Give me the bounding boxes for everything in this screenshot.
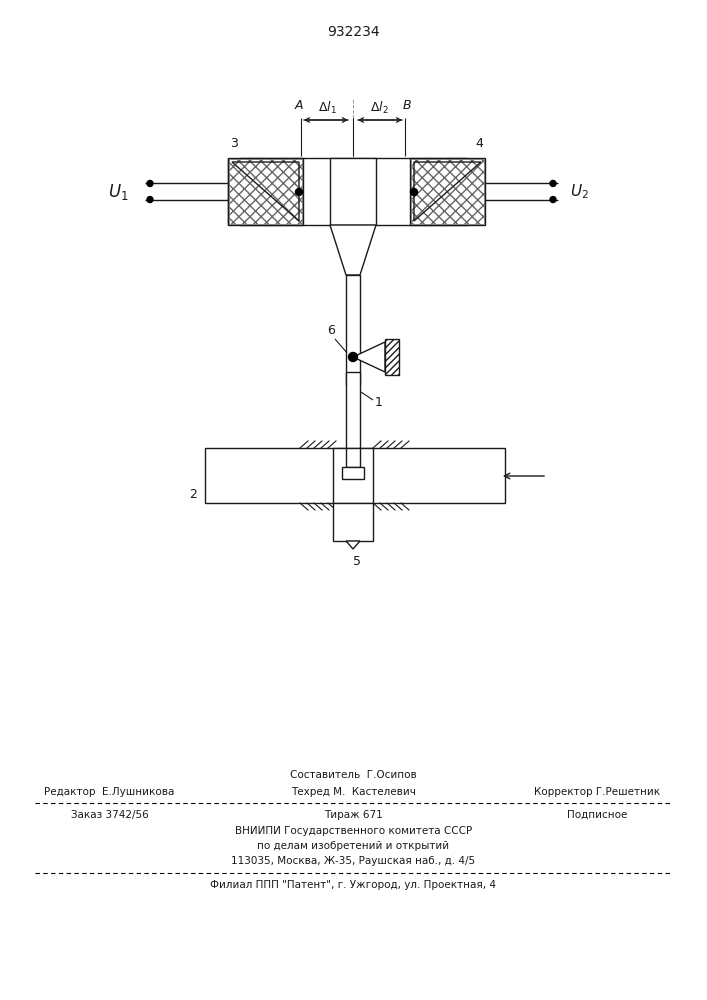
Circle shape — [296, 188, 303, 196]
Text: 113035, Москва, Ж-35, Раушская наб., д. 4/5: 113035, Москва, Ж-35, Раушская наб., д. … — [231, 856, 476, 866]
Text: 2: 2 — [189, 488, 197, 502]
Text: $\Delta l_2$: $\Delta l_2$ — [370, 100, 388, 116]
Bar — [333, 503, 373, 541]
Text: $\Delta l_1$: $\Delta l_1$ — [317, 100, 337, 116]
Text: Корректор Г.Решетник: Корректор Г.Решетник — [534, 787, 660, 797]
Polygon shape — [330, 225, 376, 275]
Text: 932234: 932234 — [327, 25, 380, 39]
Text: по делам изобретений и открытий: по делам изобретений и открытий — [257, 841, 450, 851]
Circle shape — [550, 180, 556, 186]
Circle shape — [550, 197, 556, 203]
Bar — [228, 158, 303, 225]
Bar — [346, 448, 360, 467]
Circle shape — [349, 353, 358, 361]
Circle shape — [147, 180, 153, 186]
Text: Заказ 3742/56: Заказ 3742/56 — [71, 810, 148, 820]
Bar — [229, 159, 302, 224]
Text: B: B — [403, 99, 411, 112]
Text: ВНИИПИ Государственного комитета СССР: ВНИИПИ Государственного комитета СССР — [235, 826, 472, 836]
Text: Редактор  Е.Лушникова: Редактор Е.Лушникова — [45, 787, 175, 797]
Circle shape — [411, 188, 418, 196]
Text: 6: 6 — [327, 324, 335, 337]
Bar — [346, 372, 360, 460]
Text: Подписное: Подписное — [567, 810, 628, 820]
Polygon shape — [346, 541, 360, 549]
Bar — [411, 159, 484, 224]
Text: 1: 1 — [375, 395, 383, 408]
Bar — [410, 158, 485, 225]
Text: 5: 5 — [353, 555, 361, 568]
Circle shape — [147, 197, 153, 203]
Text: Техред М.  Кастелевич: Техред М. Кастелевич — [291, 787, 416, 797]
Text: A: A — [295, 99, 303, 112]
Text: $U_2$: $U_2$ — [570, 182, 589, 201]
Bar — [333, 448, 373, 503]
Bar — [346, 275, 360, 385]
Text: $\mathit{U}_1$: $\mathit{U}_1$ — [108, 182, 129, 202]
Bar — [385, 339, 399, 375]
Text: 4: 4 — [475, 137, 483, 150]
Text: Тираж 671: Тираж 671 — [324, 810, 383, 820]
Text: 3: 3 — [230, 137, 238, 150]
Text: Составитель  Г.Осипов: Составитель Г.Осипов — [290, 770, 417, 780]
Text: Филиал ППП "Патент", г. Ужгород, ул. Проектная, 4: Филиал ППП "Патент", г. Ужгород, ул. Про… — [211, 880, 496, 890]
Bar — [342, 467, 364, 479]
Bar — [205, 448, 505, 503]
Polygon shape — [353, 342, 385, 372]
Bar — [330, 158, 376, 225]
